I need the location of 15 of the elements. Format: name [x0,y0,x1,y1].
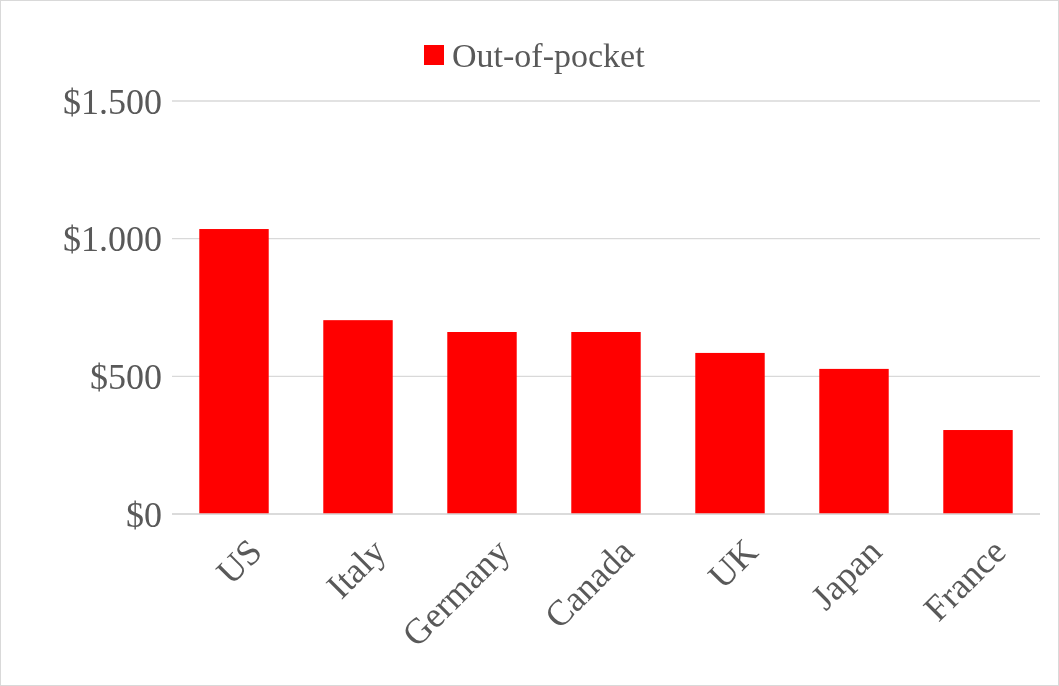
bar [819,368,889,514]
bar [695,352,765,514]
bar [447,332,517,514]
legend-label: Out-of-pocket [452,36,646,74]
y-tick-label: $1.500 [63,81,162,122]
y-tick-label: $500 [90,356,162,397]
y-tick-label: $1.000 [63,219,162,260]
bar [199,229,269,514]
bar [323,320,393,514]
bar [943,430,1013,514]
x-tick-label: UK [700,531,766,597]
bar [571,332,641,514]
x-tick-label: Italy [318,531,394,607]
y-tick-label: $0 [126,494,162,535]
x-tick-label: US [208,531,270,593]
